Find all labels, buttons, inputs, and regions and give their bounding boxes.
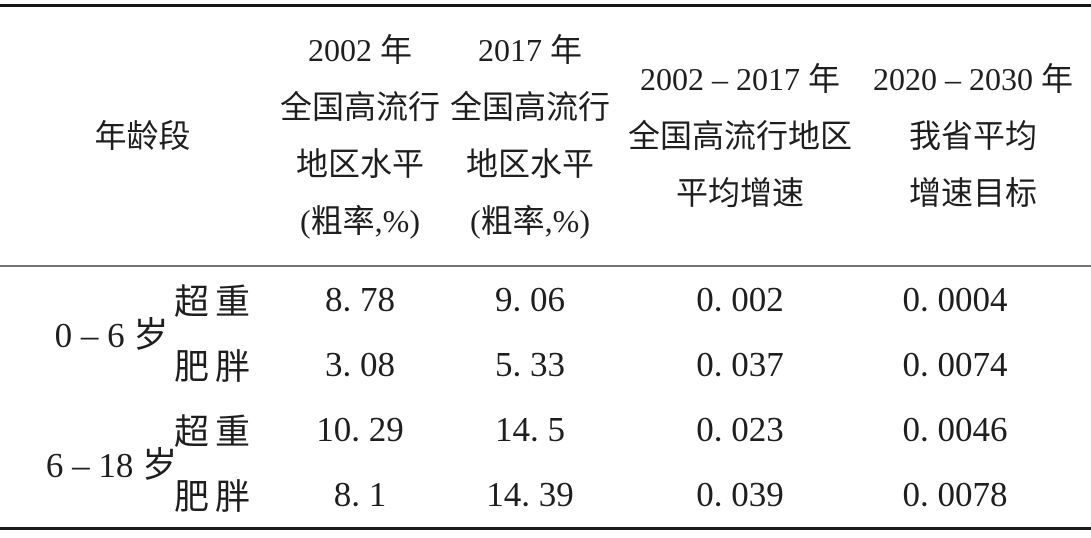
document-page: 年龄段 2002 年 全国高流行 地区水平 (粗率,%) 2017 年 全国高流…: [0, 4, 1091, 538]
cell-2017-level: 14. 39: [486, 474, 574, 514]
table-row: 肥胖 3. 08 5. 33 0. 037 0. 0074: [0, 332, 1091, 397]
header-2017-line: 地区水平: [466, 146, 595, 182]
header-2017-line: 2017 年: [478, 32, 583, 68]
category-label: 超重: [174, 413, 257, 452]
cell-growth: 0. 023: [696, 409, 784, 449]
header-age-group: 年龄段: [0, 6, 285, 267]
cell-growth: 0. 002: [696, 279, 784, 319]
cell-category: 超重: [174, 397, 285, 462]
header-target-line: 我省平均: [909, 117, 1038, 154]
cell-category: 超重: [174, 266, 285, 332]
header-growth-line: 平均增速: [676, 174, 805, 211]
header-2002-line: 地区水平: [296, 146, 425, 182]
cell-target: 0. 0004: [902, 279, 1008, 319]
cell-2002-level: 10. 29: [316, 409, 404, 449]
cell-growth: 0. 037: [696, 344, 784, 384]
cell-2017-level: 9. 06: [495, 279, 566, 319]
cell-2002-level: 8. 78: [325, 279, 396, 319]
cell-target: 0. 0046: [902, 409, 1008, 449]
cell-category: 肥胖: [174, 462, 285, 529]
cell-age-group-6-18: 6 – 18 岁: [0, 397, 195, 529]
header-target-2020-2030: 2020 – 2030 年 我省平均 增速目标: [855, 6, 1091, 267]
cell-growth: 0. 039: [696, 474, 784, 514]
table-row: 0 – 6 岁 超重 8. 78 9. 06 0. 002 0. 0004: [0, 266, 1091, 355]
header-2002-level: 2002 年 全国高流行 地区水平 (粗率,%): [280, 6, 440, 267]
cell-2002-level: 8. 1: [333, 474, 387, 514]
cell-2002-level: 3. 08: [325, 344, 396, 384]
category-label: 肥胖: [174, 478, 257, 517]
table-row: 6 – 18 岁 超重 10. 29 14. 5 0. 023 0. 0046: [0, 397, 1091, 485]
header-2017-line: 全国高流行: [450, 89, 611, 125]
header-2002-line: 2002 年: [308, 32, 413, 68]
cell-target: 0. 0078: [902, 474, 1008, 514]
header-row: 年龄段 2002 年 全国高流行 地区水平 (粗率,%) 2017 年 全国高流…: [0, 6, 1091, 267]
table-row: 肥胖 8. 1 14. 39 0. 039 0. 0078: [0, 462, 1091, 529]
header-age-group-label: 年龄段: [94, 117, 191, 154]
cell-target: 0. 0074: [902, 344, 1008, 384]
category-label: 肥胖: [174, 348, 257, 387]
age-group-label: 0 – 6 岁: [54, 315, 169, 355]
header-growth-2002-2017: 2002 – 2017 年 全国高流行地区 平均增速: [625, 6, 855, 267]
category-label: 超重: [174, 283, 257, 322]
header-2002-line: 全国高流行: [280, 89, 441, 125]
cell-2017-level: 5. 33: [495, 344, 566, 384]
header-target-line: 2020 – 2030 年: [873, 60, 1074, 97]
header-2017-level: 2017 年 全国高流行 地区水平 (粗率,%): [435, 6, 625, 267]
cell-category: 肥胖: [174, 332, 285, 397]
age-group-label: 6 – 18 岁: [45, 445, 178, 485]
cell-2017-level: 14. 5: [495, 409, 566, 449]
header-growth-line: 2002 – 2017 年: [640, 60, 841, 97]
header-target-line: 增速目标: [909, 174, 1038, 211]
header-2017-line: (粗率,%): [470, 203, 590, 239]
prevalence-stats-table: 年龄段 2002 年 全国高流行 地区水平 (粗率,%) 2017 年 全国高流…: [0, 4, 1091, 530]
header-2002-line: (粗率,%): [300, 203, 420, 239]
cell-age-group-0-6: 0 – 6 岁: [0, 266, 195, 397]
header-growth-line: 全国高流行地区: [628, 117, 853, 154]
